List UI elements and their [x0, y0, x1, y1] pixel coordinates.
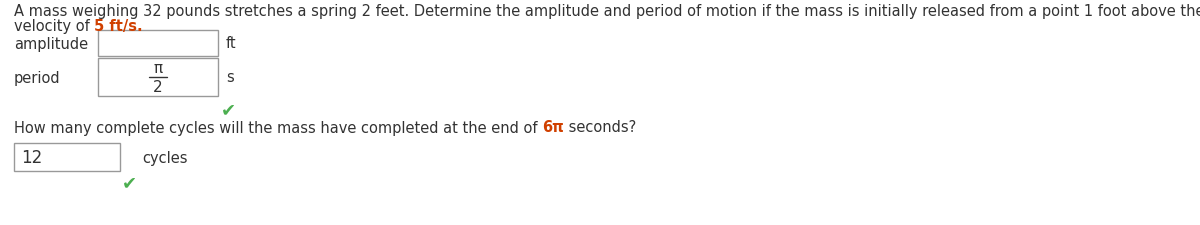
Bar [14, 143, 120, 171]
Text: cycles: cycles [142, 150, 187, 165]
Text: 6π: 6π [542, 120, 564, 135]
Bar [98, 31, 218, 57]
Text: 12: 12 [22, 148, 42, 166]
Text: s: s [226, 70, 234, 85]
Text: period: period [14, 70, 61, 85]
Text: How many complete cycles will the mass have completed at the end of: How many complete cycles will the mass h… [14, 120, 542, 135]
Text: π: π [154, 61, 162, 76]
Bar [98, 59, 218, 97]
Text: ✔: ✔ [221, 101, 236, 119]
Text: velocity of: velocity of [14, 19, 95, 34]
Text: A mass weighing 32 pounds stretches a spring 2 feet. Determine the amplitude and: A mass weighing 32 pounds stretches a sp… [14, 4, 1200, 19]
Text: amplitude: amplitude [14, 36, 88, 51]
Text: ft: ft [226, 36, 236, 51]
Text: ✔: ✔ [122, 173, 137, 191]
Text: 5 ft/s.: 5 ft/s. [95, 19, 143, 34]
Text: seconds?: seconds? [564, 120, 636, 135]
Text: 2: 2 [154, 80, 163, 94]
